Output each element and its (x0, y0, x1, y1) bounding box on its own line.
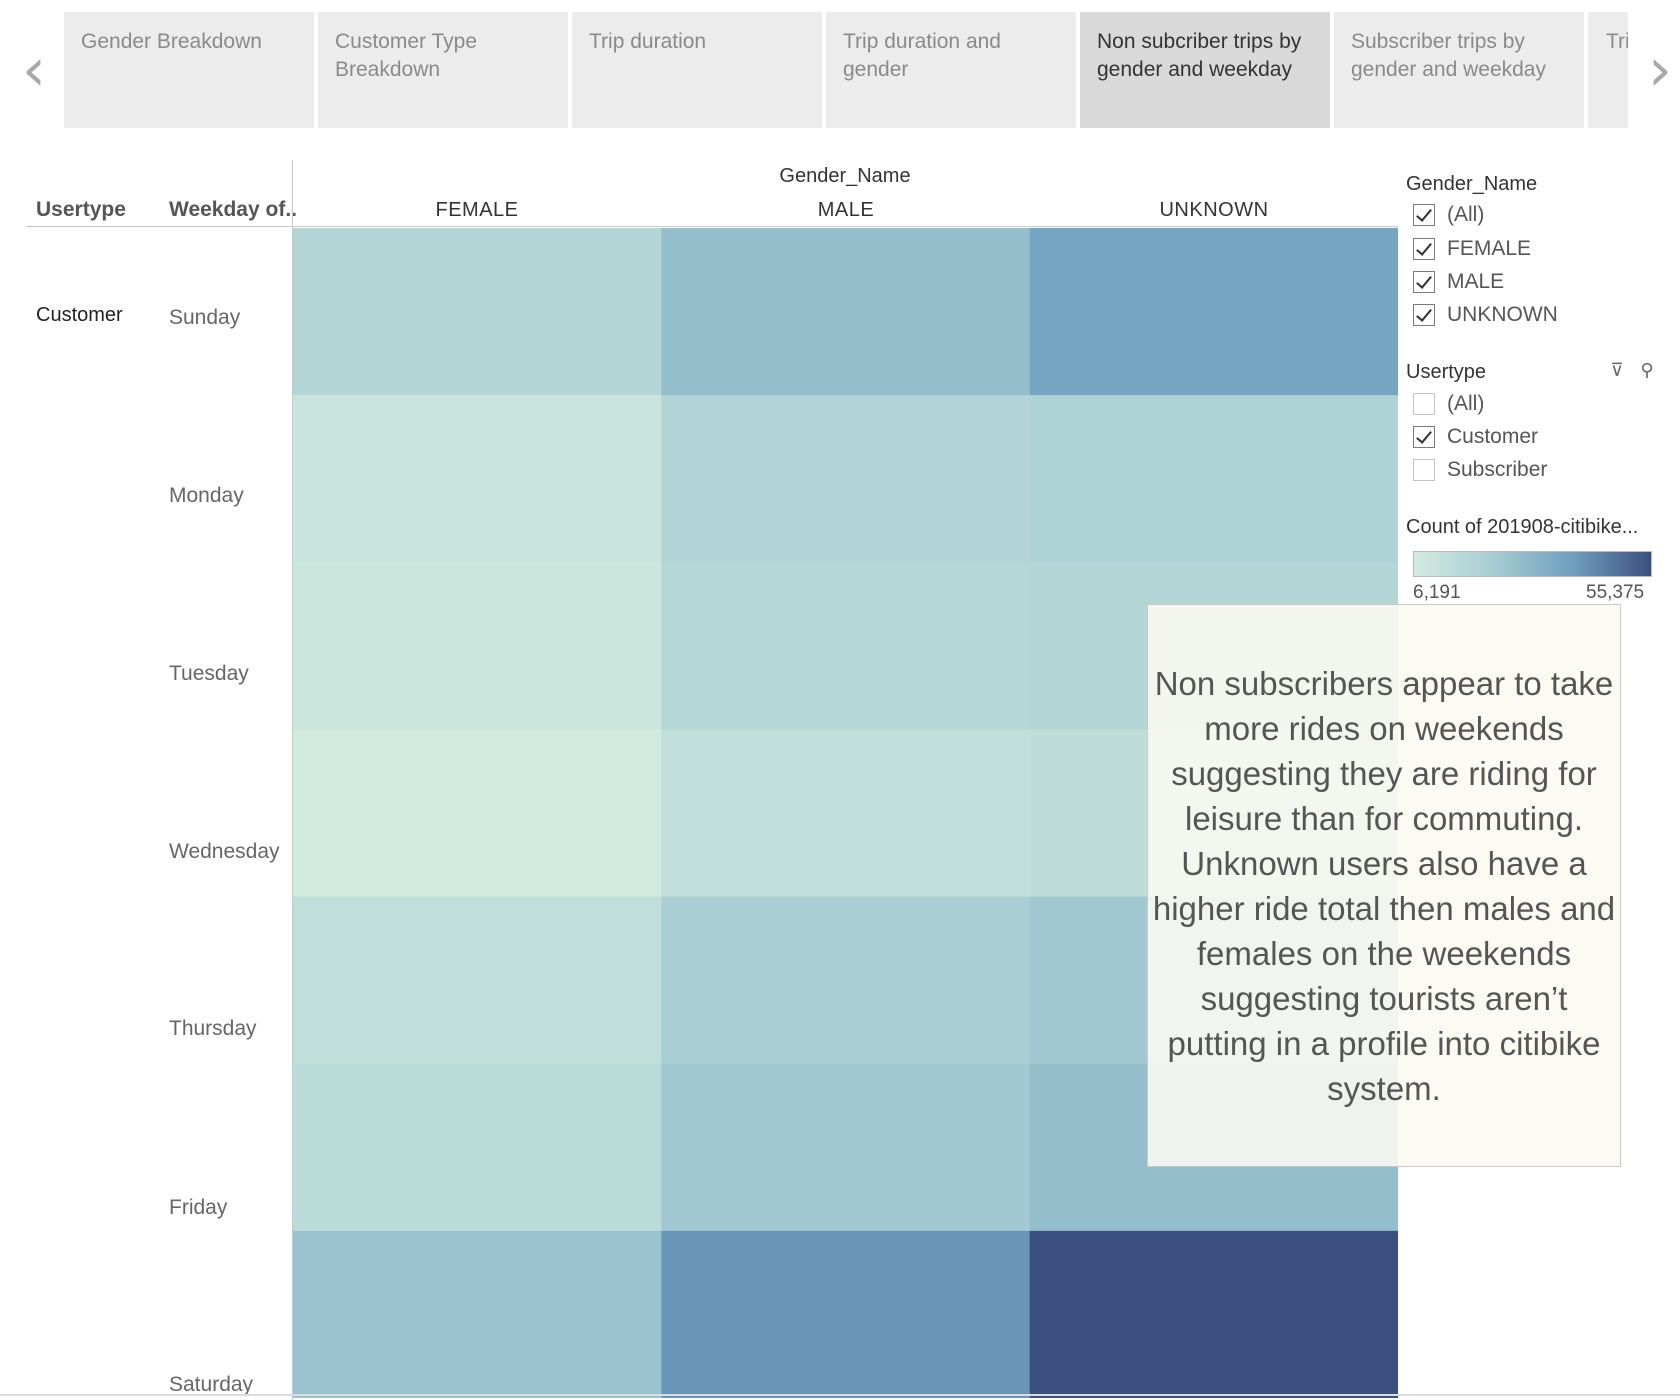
usertype-row-label: Customer (36, 304, 123, 326)
filter-item-label: UNKNOWN (1447, 303, 1558, 326)
usertype-filter-subscriber[interactable]: Subscriber (1413, 458, 1547, 482)
clear-filter-icon[interactable]: ⊽ (1610, 360, 1624, 381)
checkbox-icon[interactable] (1413, 204, 1435, 226)
checkbox-icon[interactable] (1413, 271, 1435, 293)
checkbox-icon[interactable] (1413, 393, 1435, 415)
heatmap-cell-thursday-male[interactable] (661, 896, 1031, 1065)
filter-item-label: (All) (1447, 203, 1485, 226)
pane-divider (292, 160, 293, 1400)
heatmap-cell-saturday-female[interactable] (293, 1230, 662, 1398)
heatmap-cell-sunday-unknown[interactable] (1029, 228, 1398, 396)
filter-item-label: (All) (1447, 392, 1485, 415)
gender-filter-unknown[interactable]: UNKNOWN (1413, 303, 1558, 327)
heatmap-cell-wednesday-female[interactable] (293, 729, 662, 898)
previous-story-point-button[interactable]: ‹ (22, 35, 46, 105)
tab-trip-duration-by-weekday[interactable]: Trip duration by weekday (1588, 12, 1628, 128)
row-label-thursday: Thursday (169, 1017, 257, 1040)
gender-filter-male[interactable]: MALE (1413, 270, 1504, 294)
row-label-monday: Monday (169, 484, 244, 507)
weekday-header[interactable]: Weekday of.. (169, 198, 297, 221)
filter-item-label: MALE (1447, 270, 1505, 293)
heatmap-cell-friday-male[interactable] (661, 1063, 1031, 1232)
gender-column-title: Gender_Name (779, 165, 911, 187)
row-label-tuesday: Tuesday (169, 662, 249, 685)
story-tabs: Gender Breakdown Customer Type Breakdown… (64, 12, 1628, 128)
heatmap-cell-saturday-unknown[interactable] (1029, 1230, 1398, 1398)
heatmap-cell-saturday-male[interactable] (661, 1230, 1031, 1398)
color-legend-ramp (1413, 551, 1652, 577)
heatmap-cell-wednesday-male[interactable] (661, 729, 1031, 898)
heatmap-cell-monday-unknown[interactable] (1029, 395, 1398, 563)
color-legend-min: 6,191 (1413, 582, 1461, 603)
gender-filter-all[interactable]: (All) (1413, 203, 1484, 227)
annotation-text: Non subscribers appear to take more ride… (1152, 664, 1616, 1107)
row-label-friday: Friday (169, 1196, 228, 1219)
usertype-filter-customer[interactable]: Customer (1413, 425, 1538, 449)
tab-trip-duration-and-gender[interactable]: Trip duration and gender (826, 12, 1076, 128)
column-header-unknown[interactable]: UNKNOWN (1159, 199, 1269, 221)
checkbox-icon[interactable] (1413, 426, 1435, 448)
color-legend-max: 55,375 (1586, 582, 1645, 603)
row-label-saturday: Saturday (169, 1373, 254, 1396)
heatmap-cell-monday-male[interactable] (661, 395, 1031, 563)
color-legend-title: Count of 201908-citibike... (1406, 516, 1639, 538)
heatmap-cell-thursday-female[interactable] (293, 896, 662, 1065)
filter-item-label: Subscriber (1447, 458, 1548, 481)
header-divider (26, 226, 1398, 227)
gender-filter-title: Gender_Name (1406, 173, 1538, 195)
heatmap-cell-tuesday-female[interactable] (293, 562, 662, 730)
heatmap-cell-sunday-male[interactable] (661, 228, 1031, 396)
checkbox-icon[interactable] (1413, 238, 1435, 260)
checkbox-icon[interactable] (1413, 459, 1435, 481)
tab-non-subscriber-trips[interactable]: Non subcriber trips by gender and weekda… (1080, 12, 1330, 128)
column-header-female[interactable]: FEMALE (435, 199, 519, 221)
row-label-sunday: Sunday (169, 306, 241, 329)
tab-customer-type-breakdown[interactable]: Customer Type Breakdown (318, 12, 568, 128)
tab-trip-duration[interactable]: Trip duration (572, 12, 822, 128)
row-label-wednesday: Wednesday (169, 840, 280, 863)
gender-filter-female[interactable]: FEMALE (1413, 237, 1531, 261)
annotation-box: Non subscribers appear to take more ride… (1147, 604, 1621, 1167)
heatmap-cell-tuesday-male[interactable] (661, 562, 1031, 730)
usertype-filter-title: Usertype (1406, 361, 1487, 383)
checkbox-icon[interactable] (1413, 304, 1435, 326)
tab-subscriber-trips[interactable]: Subscriber trips by gender and weekday (1334, 12, 1584, 128)
bottom-divider (0, 1394, 1680, 1396)
filter-item-label: Customer (1447, 425, 1539, 448)
column-header-male[interactable]: MALE (817, 199, 875, 221)
heatmap-cell-sunday-female[interactable] (293, 228, 662, 396)
heatmap-cell-monday-female[interactable] (293, 395, 662, 563)
usertype-filter-all[interactable]: (All) (1413, 392, 1484, 416)
heatmap-cell-friday-female[interactable] (293, 1063, 662, 1232)
usertype-header[interactable]: Usertype (36, 198, 126, 221)
search-icon[interactable]: ⚲ (1640, 360, 1654, 381)
filter-item-label: FEMALE (1447, 237, 1532, 260)
next-story-point-button[interactable]: › (1648, 35, 1672, 105)
tab-gender-breakdown[interactable]: Gender Breakdown (64, 12, 314, 128)
